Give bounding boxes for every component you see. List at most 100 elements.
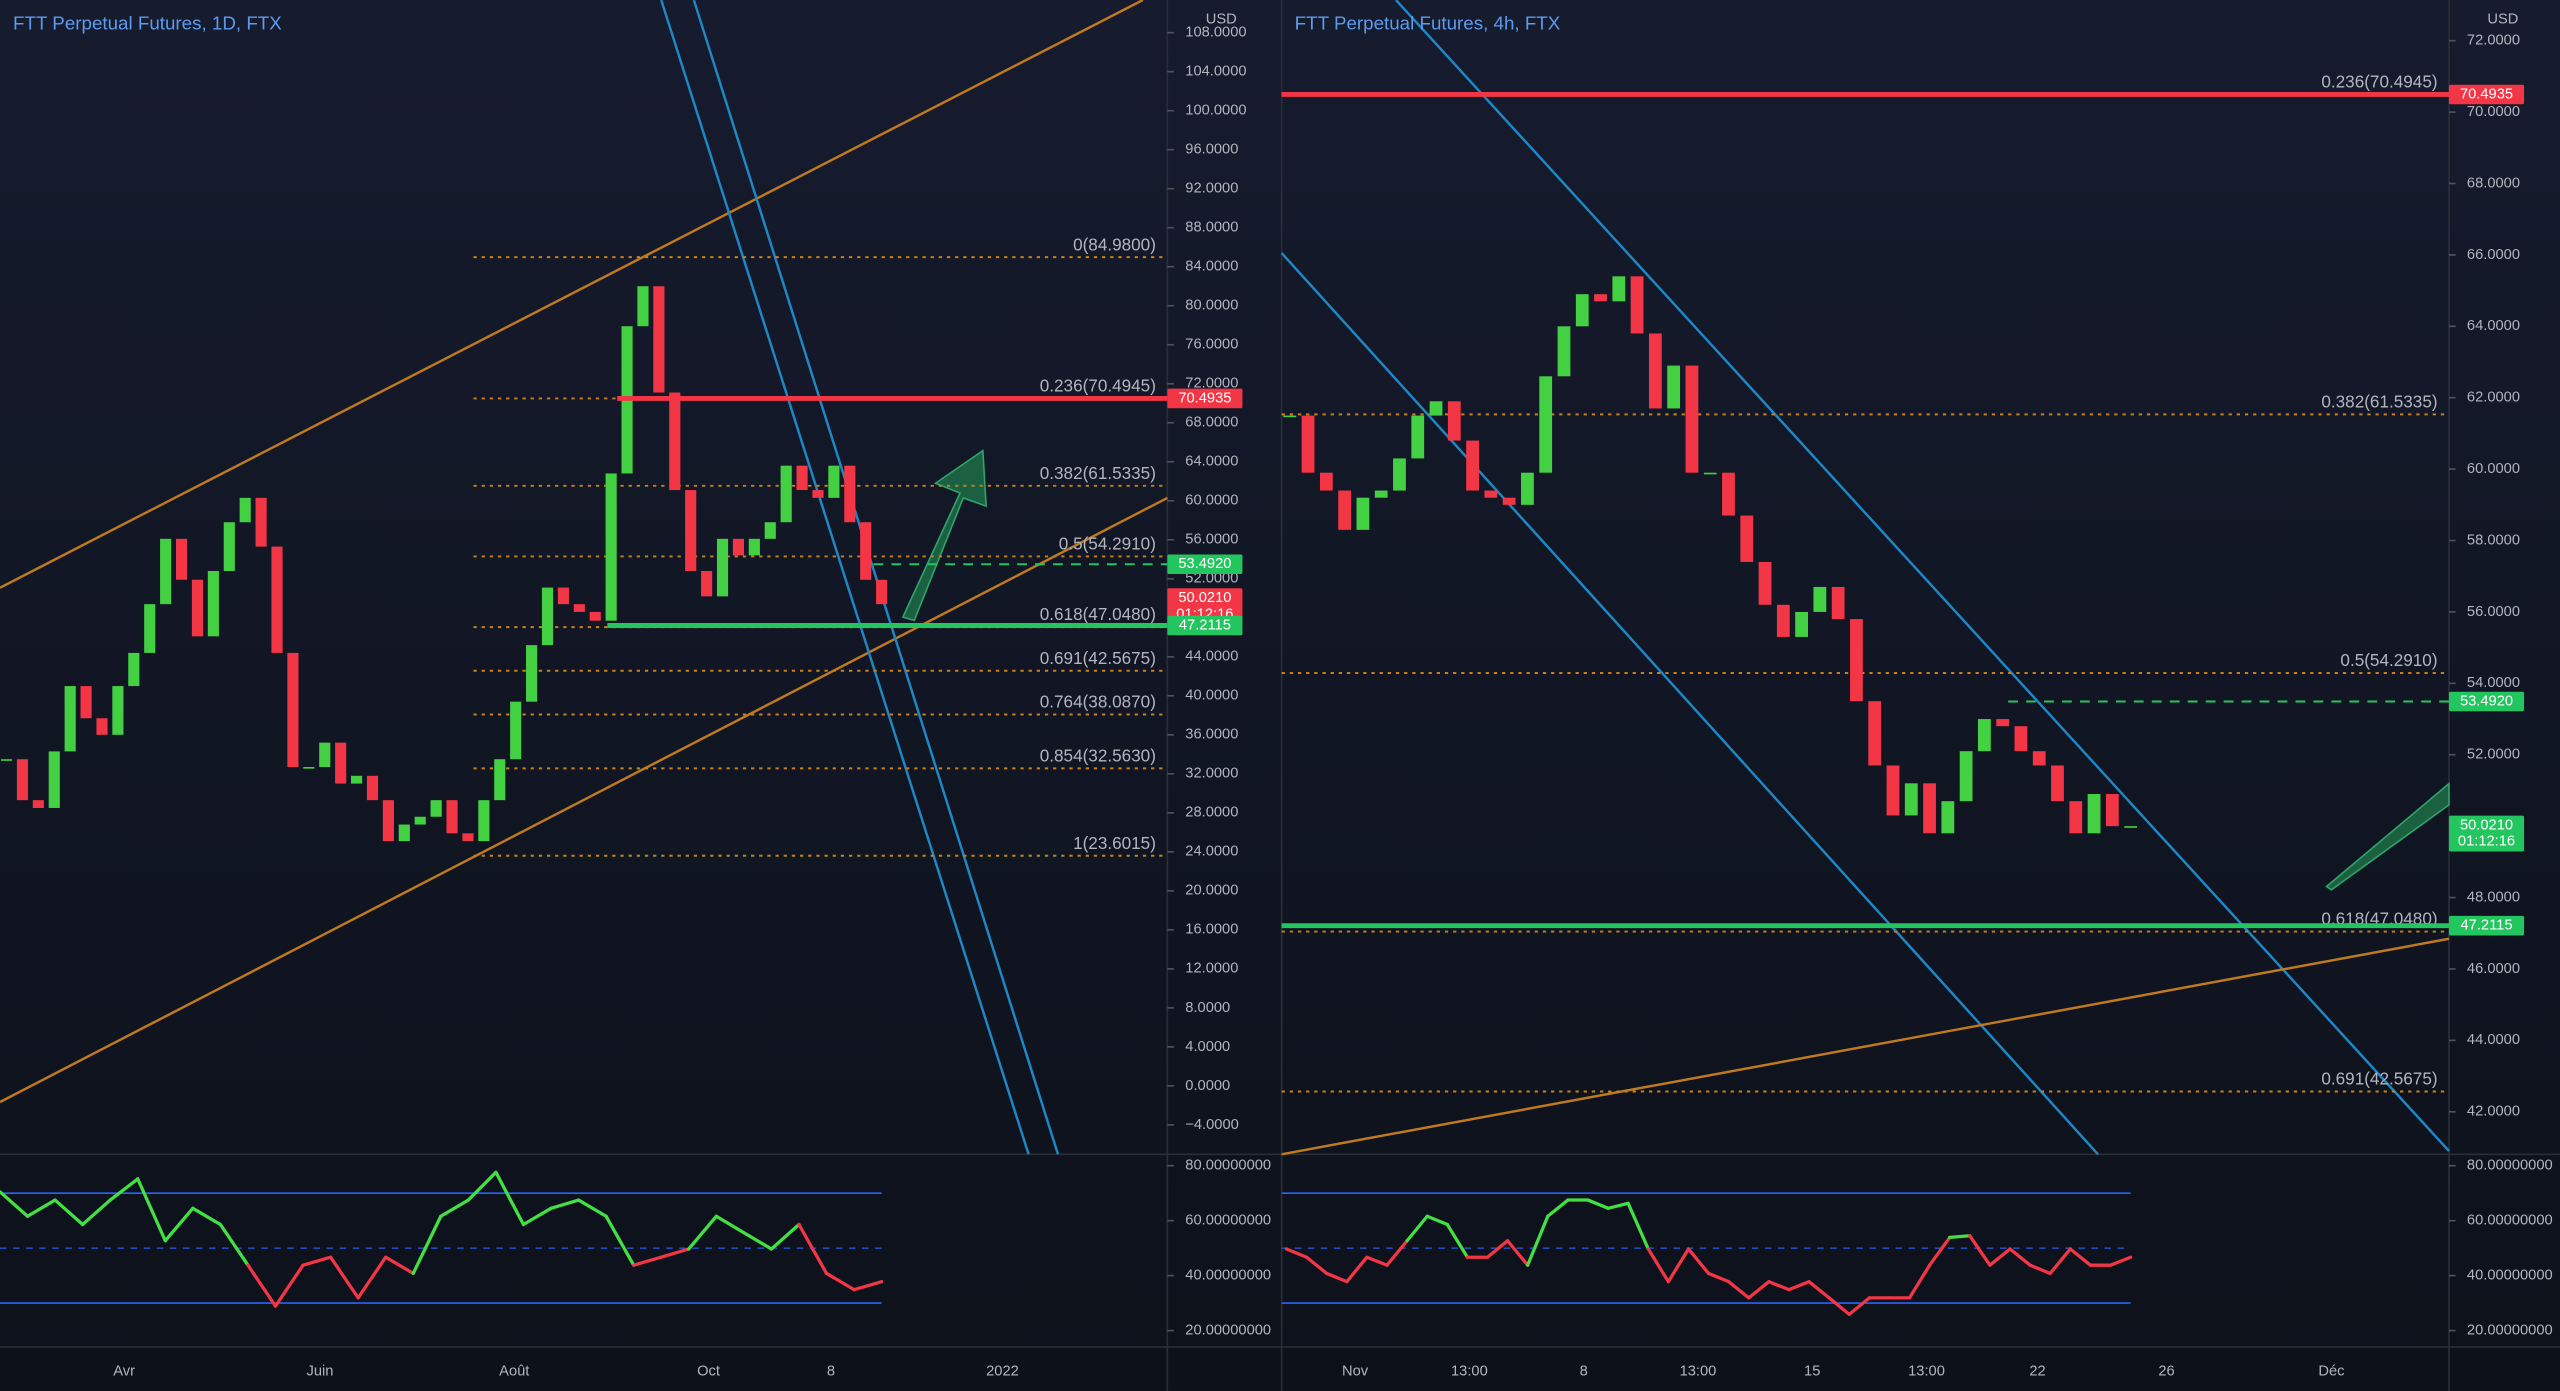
rsi-line bbox=[1968, 1234, 1992, 1267]
rsi-line bbox=[1907, 1263, 1932, 1300]
y-tick-label: 42.0000 bbox=[2467, 1104, 2520, 1120]
rsi-line bbox=[549, 1198, 581, 1210]
y-tick-label: 56.0000 bbox=[2467, 604, 2520, 620]
fib-label: 0.236(70.4945) bbox=[1040, 376, 1156, 396]
rsi-line bbox=[604, 1214, 636, 1267]
candle bbox=[2051, 765, 2064, 802]
rsi-line bbox=[1827, 1296, 1851, 1317]
rsi-line bbox=[439, 1198, 471, 1218]
candle bbox=[144, 604, 156, 653]
x-tick-label: 2022 bbox=[986, 1363, 1019, 1379]
candle bbox=[1630, 276, 1644, 334]
x-tick-label: 22 bbox=[2029, 1363, 2045, 1379]
y-tick-label: 72.0000 bbox=[1185, 376, 1238, 392]
candle bbox=[796, 465, 808, 491]
rsi-line bbox=[0, 1190, 30, 1218]
y-tick-label: 52.0000 bbox=[2467, 747, 2520, 763]
rsi-line bbox=[191, 1206, 223, 1227]
candle bbox=[764, 522, 776, 539]
rsi-line bbox=[328, 1255, 360, 1300]
candle bbox=[2087, 794, 2101, 834]
candle bbox=[16, 759, 29, 801]
candle bbox=[1703, 472, 1717, 475]
rsi-tick-label: 20.00000000 bbox=[2467, 1322, 2553, 1338]
candle bbox=[860, 522, 872, 580]
rsi-line bbox=[1807, 1280, 1831, 1300]
rsi-line bbox=[1304, 1255, 1329, 1276]
trend-line bbox=[0, 496, 1168, 1104]
y-tick-label: 40.0000 bbox=[1185, 688, 1238, 704]
fib-label: 0.854(32.5630) bbox=[1040, 745, 1156, 765]
rsi-line bbox=[384, 1255, 415, 1276]
price-label-box bbox=[1167, 615, 1243, 636]
fib-label: 0.382(61.5335) bbox=[1040, 463, 1156, 483]
arrow bbox=[901, 449, 988, 622]
candle bbox=[1959, 751, 1973, 802]
y-tick-label: 64.0000 bbox=[1185, 454, 1238, 470]
rsi-line bbox=[742, 1231, 774, 1251]
y-tick-label: 54.0000 bbox=[2467, 675, 2520, 691]
candle bbox=[1667, 365, 1681, 409]
y-tick-label: 28.0000 bbox=[1185, 805, 1238, 821]
candle bbox=[669, 392, 681, 491]
rsi-line bbox=[2108, 1255, 2133, 1267]
candle bbox=[1831, 586, 1845, 620]
rsi-line bbox=[714, 1214, 746, 1235]
trend-line bbox=[660, 0, 1030, 1155]
rsi-line bbox=[1747, 1280, 1771, 1300]
candle bbox=[96, 718, 108, 735]
candle bbox=[80, 686, 92, 719]
candle bbox=[1795, 611, 1808, 637]
rsi-tick-label: 80.00000000 bbox=[1185, 1158, 1271, 1174]
trend-line bbox=[1281, 937, 2450, 1156]
candle bbox=[0, 759, 13, 761]
price-label-box bbox=[2448, 691, 2525, 712]
rsi-line bbox=[576, 1198, 608, 1218]
rsi-line bbox=[1485, 1239, 1510, 1259]
y-tick-label: 108.0000 bbox=[1185, 25, 1246, 41]
candle bbox=[557, 587, 569, 605]
rsi-line bbox=[1686, 1247, 1711, 1276]
candle bbox=[160, 538, 172, 605]
price-label-box bbox=[1167, 588, 1243, 625]
y-tick-label: 0.0000 bbox=[1185, 1078, 1230, 1094]
candle bbox=[716, 538, 729, 597]
y-tick-label: 64.0000 bbox=[2467, 318, 2520, 334]
candle bbox=[398, 824, 410, 842]
trend-line bbox=[1280, 252, 2099, 1156]
candle bbox=[1429, 401, 1443, 416]
y-tick-label: 8.0000 bbox=[1185, 1000, 1230, 1016]
rsi-line bbox=[1546, 1198, 1570, 1218]
fib-label: 0.236(70.4945) bbox=[2321, 72, 2437, 92]
y-tick-label: 96.0000 bbox=[1185, 142, 1238, 158]
rsi-line bbox=[852, 1280, 884, 1292]
candle bbox=[1813, 586, 1827, 612]
candle bbox=[812, 490, 824, 498]
candle bbox=[1941, 801, 1955, 834]
candle bbox=[287, 652, 299, 768]
rsi-line bbox=[824, 1271, 856, 1292]
candle bbox=[128, 652, 140, 687]
y-tick-label: 58.0000 bbox=[2467, 532, 2520, 548]
candle bbox=[1886, 765, 1900, 816]
arrow bbox=[2325, 781, 2450, 891]
drawings bbox=[0, 0, 2450, 1156]
candle bbox=[780, 465, 792, 523]
candle bbox=[430, 800, 442, 817]
candle bbox=[1594, 294, 1607, 302]
rsi-line bbox=[1505, 1239, 1530, 1267]
y-tick-label: 68.0000 bbox=[2467, 175, 2520, 191]
rsi-line bbox=[494, 1170, 526, 1227]
y-tick-label: 46.0000 bbox=[2467, 961, 2520, 977]
rsi-line bbox=[1526, 1214, 1550, 1267]
candle bbox=[494, 759, 506, 801]
candle bbox=[1996, 719, 2010, 727]
x-tick-label: Oct bbox=[697, 1363, 720, 1379]
y-tick-label: 16.0000 bbox=[1185, 922, 1238, 938]
y-tick-label: 88.0000 bbox=[1185, 220, 1238, 236]
rsi-line bbox=[1787, 1280, 1811, 1292]
rsi-line bbox=[1646, 1247, 1671, 1284]
y-tick-label: 70.0000 bbox=[2467, 104, 2520, 120]
candle bbox=[223, 522, 235, 571]
y-tick-label: 60.0000 bbox=[2467, 461, 2520, 477]
